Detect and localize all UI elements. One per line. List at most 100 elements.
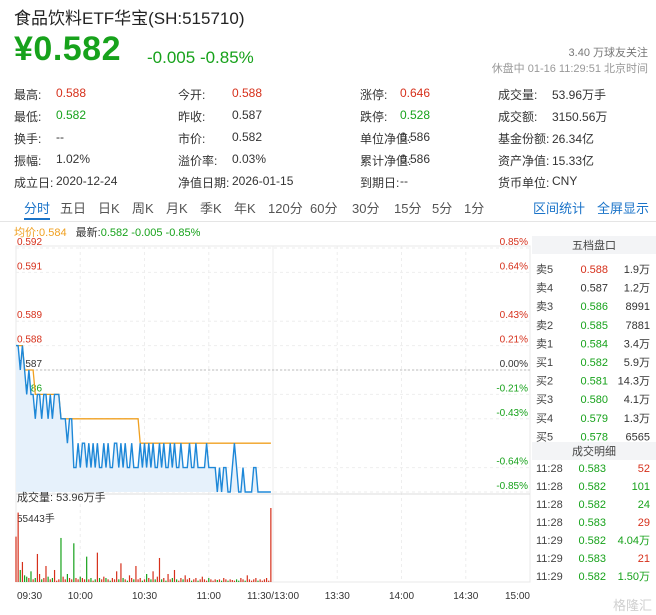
volume-bar xyxy=(105,577,107,582)
x-tick-label: 10:00 xyxy=(68,591,93,602)
orderbook-level: 卖1 xyxy=(536,337,553,350)
intraday-chart[interactable]: 0.592 0.85% 0.591 0.64% 0.589 0.43% 0.588 0.21%… xyxy=(0,236,656,615)
volume-bar xyxy=(240,577,242,582)
tab-10[interactable]: 30分 xyxy=(352,201,380,216)
volume-bar xyxy=(77,579,79,582)
volume-bar xyxy=(113,579,116,582)
chart-legend: 均价:0.584 最新:0.582 -0.005 -0.85% xyxy=(14,224,200,240)
volume-label: 成交量: 53.96万手 xyxy=(17,490,106,504)
tab-2[interactable]: 五日 xyxy=(60,201,87,216)
price-line xyxy=(16,344,271,493)
volume-bar xyxy=(122,577,124,582)
volume-bar xyxy=(193,579,195,582)
orderbook-level: 卖2 xyxy=(536,319,553,332)
divider xyxy=(0,221,656,222)
volume-bar xyxy=(250,580,253,582)
volume-bar xyxy=(53,569,56,582)
tab-4[interactable]: 周K xyxy=(132,201,154,216)
volume-bar xyxy=(152,571,154,582)
volume-bar xyxy=(242,579,244,582)
tab-3[interactable]: 日K xyxy=(98,201,120,216)
fullscreen-link[interactable]: 全屏显示 xyxy=(597,201,650,216)
stat-label: 振幅: xyxy=(14,154,42,168)
price-tick-label: 0.588 xyxy=(17,335,42,346)
change-percent: -0.85% xyxy=(199,48,254,67)
stat-label: 昨收: xyxy=(178,110,206,124)
volume-bar xyxy=(23,575,26,582)
stock-title: 食品饮料ETF华宝(SH:515710) xyxy=(14,9,245,28)
volume-bar xyxy=(60,537,62,582)
trade-price: 0.582 xyxy=(578,481,606,493)
volume-bar xyxy=(261,580,263,582)
orderbook-price: 0.587 xyxy=(580,283,608,295)
volume-bar xyxy=(135,565,137,582)
range-stats-link[interactable]: 区间统计 xyxy=(533,201,586,216)
stat-value: 0.528 xyxy=(400,108,431,122)
stat-value: -- xyxy=(400,174,408,188)
volume-bar xyxy=(71,579,73,582)
volume-bar xyxy=(221,580,223,582)
x-tick-label: 11:00 xyxy=(197,591,222,602)
volume-bar xyxy=(146,573,148,582)
volume-bar xyxy=(150,579,152,582)
stat-label: 市价: xyxy=(178,132,206,146)
tab-9[interactable]: 60分 xyxy=(310,201,338,216)
stat-label: 成交额: xyxy=(498,110,538,124)
stat-label: 资产净值: xyxy=(498,154,550,168)
stat-label: 单位净值: xyxy=(360,132,412,146)
tab-11[interactable]: 15分 xyxy=(394,201,422,216)
trade-volume: 21 xyxy=(638,553,650,565)
pct-tick-label: -0.43% xyxy=(496,408,528,419)
volume-bar xyxy=(26,576,28,582)
volume-bar xyxy=(246,575,248,582)
stat-value: 0.03% xyxy=(232,152,267,166)
orderbook-price: 0.579 xyxy=(580,413,608,425)
volume-bar xyxy=(51,577,54,582)
trade-volume: 1.50万 xyxy=(618,571,650,583)
volume-bar xyxy=(68,577,71,582)
orderbook-header-bg xyxy=(532,236,656,254)
volume-bar xyxy=(197,580,199,582)
volume-bar xyxy=(233,580,236,582)
volume-bar xyxy=(96,552,98,582)
x-tick-label: 14:30 xyxy=(453,591,478,602)
pct-tick-label: -0.64% xyxy=(496,457,528,468)
volume-bar xyxy=(184,575,186,582)
trade-price: 0.582 xyxy=(578,535,606,547)
volume-bar xyxy=(30,571,32,582)
volume-bar xyxy=(212,580,214,582)
tab-7[interactable]: 年K xyxy=(234,201,256,216)
followers-count[interactable]: 3.40 万球友关注 xyxy=(568,47,648,59)
volume-bar xyxy=(257,580,259,582)
stat-label: 成交量: xyxy=(498,88,538,102)
tab-6[interactable]: 季K xyxy=(200,201,222,216)
tab-12[interactable]: 5分 xyxy=(432,201,453,216)
orderbook-volume: 14.3万 xyxy=(618,376,650,388)
stat-value: 0.582 xyxy=(56,108,87,122)
active-tab-indicator xyxy=(24,218,50,220)
price-tick-label: 0.589 xyxy=(17,310,42,321)
tab-8[interactable]: 120分 xyxy=(268,201,303,216)
tab-13[interactable]: 1分 xyxy=(464,201,485,216)
volume-bar xyxy=(227,580,229,582)
tab-1[interactable]: 分时 xyxy=(24,201,51,216)
volume-bar xyxy=(38,573,41,582)
volume-bar xyxy=(58,579,60,582)
volume-bar xyxy=(259,579,261,582)
x-tick-label: 09:30 xyxy=(17,591,42,602)
volume-bar xyxy=(43,577,45,582)
orderbook-price: 0.584 xyxy=(580,338,608,350)
tab-5[interactable]: 月K xyxy=(166,201,188,216)
volume-bar xyxy=(62,576,64,582)
volume-bar xyxy=(34,577,36,582)
volume-bar xyxy=(75,577,77,582)
orderbook-volume: 8991 xyxy=(626,301,650,313)
stat-value: 26.34亿 xyxy=(552,132,595,146)
trades-title: 成交明细 xyxy=(572,444,616,458)
price-tick-label: 0.591 xyxy=(17,261,42,272)
orderbook-volume: 5.9万 xyxy=(624,357,650,369)
orderbook-title: 五档盘口 xyxy=(572,238,616,252)
stat-value: CNY xyxy=(552,174,578,188)
volume-bar xyxy=(216,579,218,582)
volume-bar xyxy=(253,579,255,582)
